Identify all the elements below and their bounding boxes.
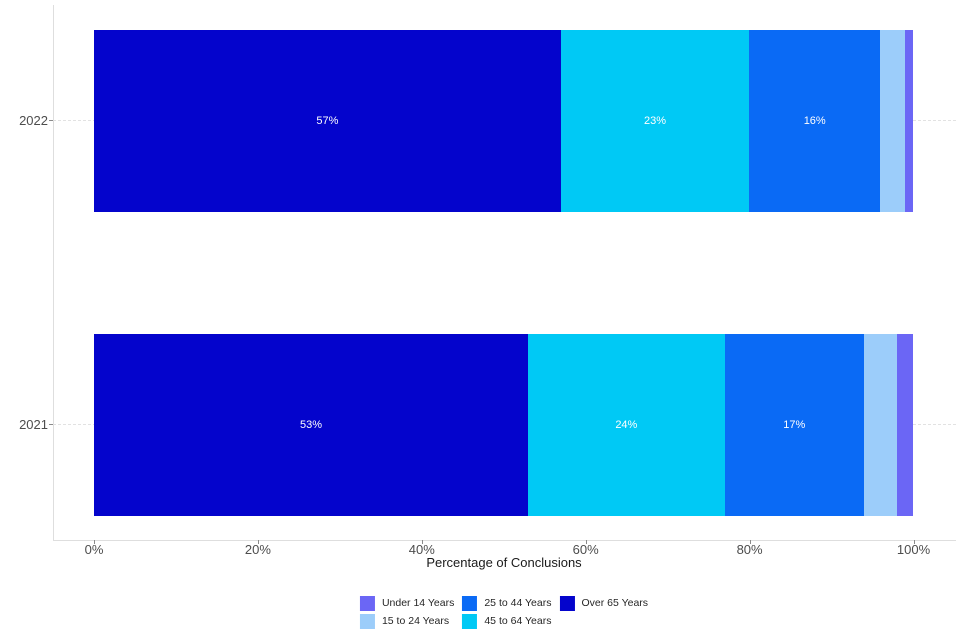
x-axis-line — [53, 540, 956, 541]
x-axis-tick-40 — [421, 540, 423, 544]
x-axis-label-80: 80% — [736, 542, 763, 557]
bar-2022-segment-25-to-44-years: 16% — [749, 30, 881, 212]
bar-value-label: 17% — [783, 418, 806, 431]
legend-label: Under 14 Years — [381, 597, 455, 609]
bar-value-label: 23% — [643, 114, 667, 127]
x-axis-label-20: 20% — [244, 542, 271, 557]
bar-2021: 53% 24% 17% — [94, 334, 913, 516]
bar-value-label: 57% — [316, 114, 339, 127]
legend-key-25-to-44-years — [462, 596, 478, 611]
bar-2022-segment-45-to-64-years: 23% — [560, 30, 750, 212]
y-axis-label-2022: 2022 — [19, 113, 48, 128]
legend-column: Under 14 Years 15 to 24 Years — [359, 596, 455, 629]
y-axis-tick-2021 — [49, 424, 53, 425]
legend-key-45-to-64-years — [462, 614, 478, 629]
bar-value-label: 24% — [615, 418, 638, 431]
legend: Under 14 Years 15 to 24 Years 25 to 44 Yea… — [359, 596, 649, 629]
x-axis-tick-60 — [585, 540, 587, 544]
x-axis-title: Percentage of Conclusions — [426, 555, 582, 570]
x-axis-label-40: 40% — [408, 542, 435, 557]
legend-column: Over 65 Years — [559, 596, 649, 611]
bar-2021-segment-over-65-years: 53% — [94, 334, 529, 516]
bar-2022-segment-over-65-years: 57% — [94, 30, 561, 212]
legend-key-under-14-years — [359, 596, 375, 611]
bar-2021-segment-under-14-years — [896, 334, 913, 516]
legend-item-45-to-64-years: 45 to 64 Years — [462, 614, 552, 629]
x-axis-label-60: 60% — [572, 542, 599, 557]
bar-2022-segment-under-14-years — [904, 30, 913, 212]
bar-value-label: 16% — [803, 114, 826, 127]
x-axis-tick-100 — [913, 540, 915, 544]
bar-2021-segment-45-to-64-years: 24% — [528, 334, 725, 516]
legend-item-25-to-44-years: 25 to 44 Years — [462, 596, 552, 611]
legend-item-under-14-years: Under 14 Years — [359, 596, 455, 611]
bar-2021-segment-15-to-24-years — [863, 334, 897, 516]
y-axis-line — [53, 5, 54, 540]
bar-2022: 57% 23% 16% — [94, 30, 913, 212]
y-axis-tick-2022 — [49, 120, 53, 121]
x-axis-label-0: 0% — [84, 542, 104, 557]
y-axis-label-2021: 2021 — [19, 417, 48, 432]
bar-2021-segment-25-to-44-years: 17% — [724, 334, 864, 516]
x-axis-tick-0 — [94, 540, 95, 544]
legend-label: 25 to 44 Years — [484, 597, 552, 609]
legend-column: 25 to 44 Years 45 to 64 Years — [462, 596, 552, 629]
x-axis-label-100: 100% — [896, 542, 931, 557]
bar-value-label: 53% — [300, 418, 323, 431]
legend-item-15-to-24-years: 15 to 24 Years — [359, 614, 454, 629]
bar-2022-segment-15-to-24-years — [880, 30, 905, 212]
legend-label: 45 to 64 Years — [484, 615, 552, 627]
x-axis-tick-80 — [749, 540, 751, 544]
legend-key-over-65-years — [559, 596, 575, 611]
legend-item-over-65-years: Over 65 Years — [559, 596, 649, 611]
legend-key-15-to-24-years — [359, 614, 375, 629]
legend-label: Over 65 Years — [581, 597, 649, 609]
x-axis-tick-20 — [257, 540, 259, 544]
legend-label: 15 to 24 Years — [381, 615, 450, 627]
